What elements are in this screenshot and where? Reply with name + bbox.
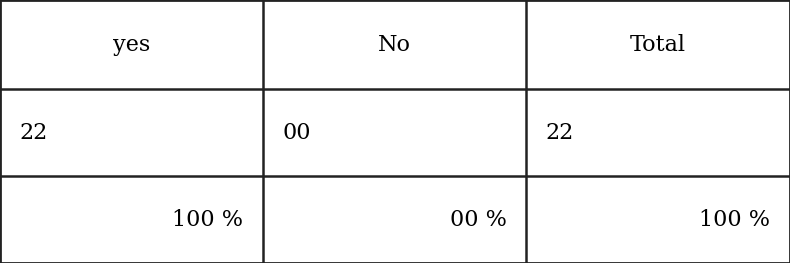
Text: 22: 22 xyxy=(546,122,574,144)
Text: yes: yes xyxy=(113,34,150,56)
Text: 100 %: 100 % xyxy=(699,209,770,231)
Text: 100 %: 100 % xyxy=(172,209,243,231)
Text: No: No xyxy=(378,34,411,56)
Text: 22: 22 xyxy=(20,122,48,144)
Text: 00 %: 00 % xyxy=(450,209,506,231)
Text: 00: 00 xyxy=(283,122,311,144)
Text: Total: Total xyxy=(630,34,686,56)
